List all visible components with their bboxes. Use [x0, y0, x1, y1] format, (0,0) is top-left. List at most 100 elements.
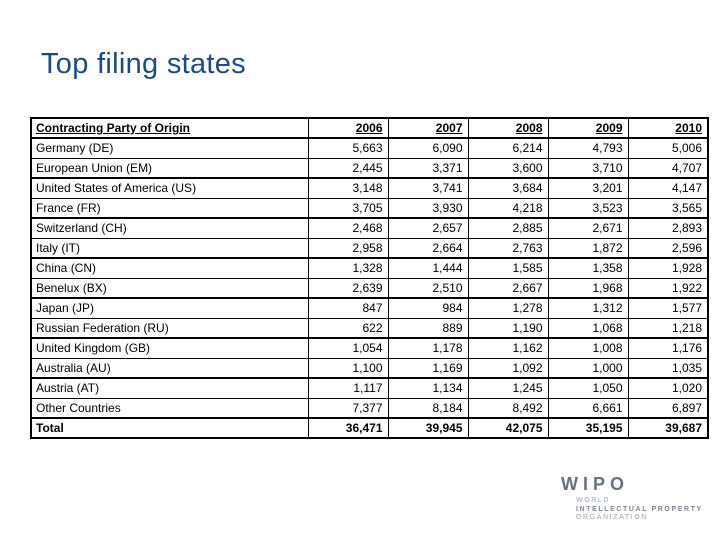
row-value: 1,162 [467, 337, 549, 359]
row-value: 8,184 [387, 397, 469, 419]
row-value: 8,492 [467, 397, 549, 419]
row-value: 1,585 [467, 257, 549, 279]
row-value: 1,035 [627, 357, 709, 379]
row-value: 1,328 [307, 257, 389, 279]
table-row: France (FR) 3,705 3,930 4,218 3,523 3,565 [30, 197, 709, 219]
row-value: 2,664 [387, 237, 469, 259]
row-value: 5,006 [627, 137, 709, 159]
row-value: 1,218 [627, 317, 709, 339]
column-header-2009: 2009 [547, 117, 629, 139]
row-value: 1,008 [547, 337, 629, 359]
row-value: 1,176 [627, 337, 709, 359]
row-value: 984 [387, 297, 469, 319]
row-value: 35,195 [547, 417, 629, 439]
row-value: 1,020 [627, 377, 709, 399]
row-value: 1,100 [307, 357, 389, 379]
row-value: 2,639 [307, 277, 389, 299]
row-value: 1,134 [387, 377, 469, 399]
row-label: Benelux (BX) [30, 277, 309, 299]
wipo-logo-line-intellectual-property: INTELLECTUAL PROPERTY [576, 505, 703, 513]
table-total-row: Total 36,471 39,945 42,075 35,195 39,687 [30, 417, 709, 439]
row-value: 39,945 [387, 417, 469, 439]
row-value: 2,885 [467, 217, 549, 239]
table-row: United Kingdom (GB) 1,054 1,178 1,162 1,008 1… [30, 337, 709, 359]
row-value: 4,147 [627, 177, 709, 199]
column-header-2010: 2010 [627, 117, 709, 139]
row-label: Germany (DE) [30, 137, 309, 159]
row-value: 3,371 [387, 157, 469, 179]
table-row: Austria (AT) 1,117 1,134 1,245 1,050 1,020 [30, 377, 709, 399]
row-value: 39,687 [627, 417, 709, 439]
row-value: 2,510 [387, 277, 469, 299]
row-value: 1,190 [467, 317, 549, 339]
row-value: 1,358 [547, 257, 629, 279]
row-value: 1,245 [467, 377, 549, 399]
row-value: 2,671 [547, 217, 629, 239]
table-row: United States of America (US) 3,148 3,741 3… [30, 177, 709, 199]
row-value: 889 [387, 317, 469, 339]
row-value: 5,663 [307, 137, 389, 159]
row-value: 3,930 [387, 197, 469, 219]
row-label: Other Countries [30, 397, 309, 419]
row-value: 2,596 [627, 237, 709, 259]
row-value: 2,468 [307, 217, 389, 239]
row-label: Japan (JP) [30, 297, 309, 319]
row-value: 3,741 [387, 177, 469, 199]
row-label: China (CN) [30, 257, 309, 279]
row-value: 1,000 [547, 357, 629, 379]
row-value: 6,214 [467, 137, 549, 159]
row-value: 1,050 [547, 377, 629, 399]
row-value: 3,148 [307, 177, 389, 199]
row-value: 1,278 [467, 297, 549, 319]
row-value: 2,445 [307, 157, 389, 179]
row-label: United States of America (US) [30, 177, 309, 199]
row-value: 2,667 [467, 277, 549, 299]
row-value: 7,377 [307, 397, 389, 419]
row-label: European Union (EM) [30, 157, 309, 179]
row-value: 6,661 [547, 397, 629, 419]
row-value: 1,068 [547, 317, 629, 339]
row-value: 4,793 [547, 137, 629, 159]
row-label: United Kingdom (GB) [30, 337, 309, 359]
row-label: Italy (IT) [30, 237, 309, 259]
row-value: 1,922 [627, 277, 709, 299]
row-value: 6,897 [627, 397, 709, 419]
row-value: 1,577 [627, 297, 709, 319]
row-value: 4,218 [467, 197, 549, 219]
column-header-2008: 2008 [467, 117, 549, 139]
page-title: Top filing states [41, 48, 246, 80]
row-label: Switzerland (CH) [30, 217, 309, 239]
row-value: 3,684 [467, 177, 549, 199]
row-value: 36,471 [307, 417, 389, 439]
row-value: 2,958 [307, 237, 389, 259]
row-value: 847 [307, 297, 389, 319]
row-value: 1,178 [387, 337, 469, 359]
row-value: 1,054 [307, 337, 389, 359]
table-row: China (CN) 1,328 1,444 1,585 1,358 1,928 [30, 257, 709, 279]
table-row: European Union (EM) 2,445 3,371 3,600 3,710 4… [30, 157, 709, 179]
row-value: 1,444 [387, 257, 469, 279]
table-row: Italy (IT) 2,958 2,664 2,763 1,872 2,596 [30, 237, 709, 259]
table-row: Russian Federation (RU) 622 889 1,190 1,068 1… [30, 317, 709, 339]
wipo-logo-line-organization: ORGANIZATION [576, 514, 648, 521]
row-value: 1,117 [307, 377, 389, 399]
row-value: 2,657 [387, 217, 469, 239]
table-row: Australia (AU) 1,100 1,169 1,092 1,000 1,035 [30, 357, 709, 379]
row-value: 42,075 [467, 417, 549, 439]
row-label: Australia (AU) [30, 357, 309, 379]
row-value: 622 [307, 317, 389, 339]
filing-states-table: Contracting Party of Origin 2006 2007 20… [30, 117, 709, 439]
table-row: Germany (DE) 5,663 6,090 6,214 4,793 5,006 [30, 137, 709, 159]
column-header-2007: 2007 [387, 117, 469, 139]
row-label: Austria (AT) [30, 377, 309, 399]
row-value: 1,312 [547, 297, 629, 319]
table-row: Other Countries 7,377 8,184 8,492 6,661 6,897 [30, 397, 709, 419]
row-value: 3,705 [307, 197, 389, 219]
row-value: 6,090 [387, 137, 469, 159]
table-body: Germany (DE) 5,663 6,090 6,214 4,793 5,006 Eur… [30, 137, 709, 439]
wipo-logo: WIPO WORLD INTELLECTUAL PROPERTY ORGANIZ… [561, 474, 703, 523]
row-value: 2,763 [467, 237, 549, 259]
row-value: 3,565 [627, 197, 709, 219]
wipo-logo-wordmark: WIPO [561, 474, 629, 494]
